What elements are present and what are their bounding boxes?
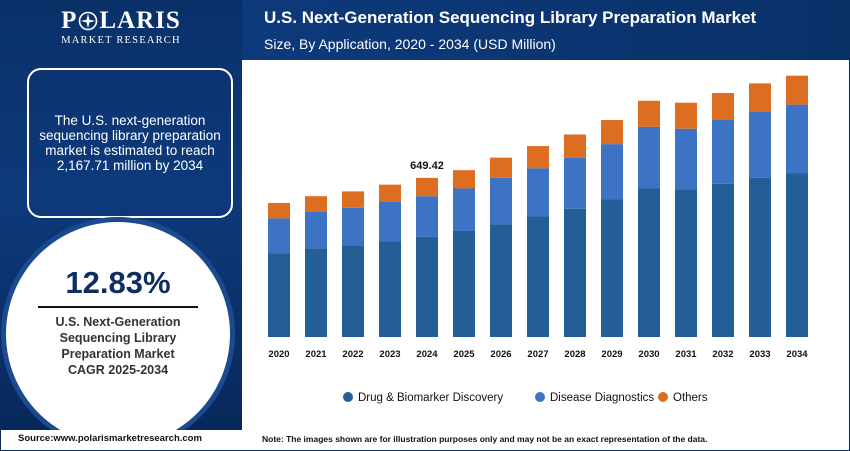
bar-segment-others <box>675 102 697 129</box>
disclaimer-note: Note: The images shown are for illustrat… <box>262 434 708 444</box>
compass-star-icon <box>79 11 98 31</box>
legend-label: Disease Diagnostics <box>550 392 654 404</box>
legend-marker-disease-diagnostics <box>535 392 545 402</box>
chart-title: U.S. Next-Generation Sequencing Library … <box>264 8 757 27</box>
source-credit: Source:www.polarismarketresearch.com <box>18 433 202 444</box>
bar-segment-disease-diagnostics <box>564 157 586 209</box>
bar-segment-drug-biomarker-discovery <box>453 230 475 337</box>
x-tick-label: 2027 <box>527 349 548 360</box>
bar-segment-disease-diagnostics <box>416 196 438 237</box>
bar-segment-others <box>749 83 771 112</box>
bar-segment-others <box>416 177 438 197</box>
cagr-label-line: CAGR 2025-2034 <box>67 363 169 377</box>
bar-segment-others <box>712 93 734 121</box>
data-label: 649.42 <box>410 160 444 172</box>
x-tick-label: 2021 <box>305 349 327 360</box>
brand-logo: P LARIS MARKET RESEARCH <box>0 8 242 47</box>
header-bar: U.S. Next-Generation Sequencing Library … <box>242 0 850 60</box>
cagr-label: U.S. Next-Generation Sequencing Library … <box>6 314 230 378</box>
bar-segment-disease-diagnostics <box>527 168 549 217</box>
x-tick-label: 2020 <box>268 349 289 360</box>
brand-wordmark: P LARIS <box>61 8 181 34</box>
bar-segment-drug-biomarker-discovery <box>638 188 660 337</box>
brand-name-right: LARIS <box>99 7 181 34</box>
bar-segment-drug-biomarker-discovery <box>749 177 771 337</box>
brand-name-left: P <box>61 7 78 34</box>
bar-segment-disease-diagnostics <box>638 126 660 189</box>
bar-segment-drug-biomarker-discovery <box>379 241 401 337</box>
chart-subtitle: Size, By Application, 2020 - 2034 (USD M… <box>264 36 556 52</box>
x-tick-label: 2028 <box>564 349 585 360</box>
x-tick-label: 2034 <box>786 349 808 360</box>
x-tick-label: 2024 <box>416 349 438 360</box>
bar-segment-disease-diagnostics <box>601 144 623 200</box>
x-tick-label: 2026 <box>490 349 511 360</box>
bar-segment-disease-diagnostics <box>342 207 364 246</box>
legend-marker-drug-biomarker-discovery <box>343 392 353 402</box>
bar-segment-others <box>342 191 364 208</box>
bar-segment-others <box>601 120 623 145</box>
bar-segment-others <box>564 134 586 158</box>
bar-segment-disease-diagnostics <box>712 120 734 184</box>
bar-segment-disease-diagnostics <box>453 188 475 231</box>
bar-segment-others <box>786 75 808 105</box>
summary-text: The U.S. next-generation sequencing libr… <box>39 113 221 173</box>
x-tick-label: 2029 <box>601 349 622 360</box>
bar-segment-disease-diagnostics <box>379 202 401 242</box>
bar-segment-drug-biomarker-discovery <box>712 183 734 337</box>
legend-marker-others <box>658 392 668 402</box>
x-tick-label: 2032 <box>712 349 733 360</box>
stacked-bar-chart: 2020 2021 2022 2023 2024 2025 2026 2027 2028 2029… <box>268 75 808 404</box>
x-tick-label: 2022 <box>342 349 363 360</box>
x-tick-label: 2025 <box>453 349 475 360</box>
bar-segment-drug-biomarker-discovery <box>564 208 586 337</box>
bar-segment-disease-diagnostics <box>490 177 512 225</box>
bar-segment-others <box>527 146 549 169</box>
bar-segment-drug-biomarker-discovery <box>490 224 512 337</box>
summary-box: The U.S. next-generation sequencing libr… <box>27 68 233 218</box>
bar-segment-drug-biomarker-discovery <box>675 189 697 337</box>
bar-segment-others <box>453 170 475 189</box>
bar-segment-drug-biomarker-discovery <box>527 216 549 337</box>
bar-segment-others <box>490 157 512 178</box>
bar-segment-disease-diagnostics <box>786 104 808 174</box>
left-panel: P LARIS MARKET RESEARCH The U.S. next-ge… <box>0 0 242 430</box>
cagr-label-line: U.S. Next-Generation <box>55 315 181 329</box>
bar-segment-disease-diagnostics <box>675 128 697 190</box>
bar-segment-disease-diagnostics <box>305 211 327 249</box>
cagr-circle: 12.83% U.S. Next-Generation Sequencing L… <box>6 222 230 430</box>
bar-segment-others <box>638 100 660 127</box>
bar-segment-drug-biomarker-discovery <box>305 248 327 337</box>
cagr-label-line: Preparation Market <box>61 347 175 361</box>
bar-segment-drug-biomarker-discovery <box>786 173 808 337</box>
x-tick-label: 2033 <box>749 349 770 360</box>
bar-segment-others <box>268 202 290 219</box>
x-tick-label: 2030 <box>638 349 659 360</box>
x-tick-label: 2031 <box>675 349 697 360</box>
bar-segment-disease-diagnostics <box>749 111 771 178</box>
legend-label: Others <box>673 392 708 404</box>
cagr-value: 12.83% <box>65 265 171 300</box>
bar-segment-drug-biomarker-discovery <box>342 245 364 337</box>
bar-segment-others <box>305 196 327 212</box>
legend-label: Drug & Biomarker Discovery <box>358 392 503 404</box>
bar-segment-drug-biomarker-discovery <box>601 199 623 337</box>
bar-segment-drug-biomarker-discovery <box>268 253 290 337</box>
brand-tagline: MARKET RESEARCH <box>61 35 181 46</box>
bar-segment-others <box>379 184 401 202</box>
bar-segment-drug-biomarker-discovery <box>416 236 438 337</box>
x-tick-label: 2023 <box>379 349 400 360</box>
bar-segment-disease-diagnostics <box>268 218 290 254</box>
cagr-divider <box>38 306 198 308</box>
cagr-label-line: Sequencing Library <box>59 331 177 345</box>
